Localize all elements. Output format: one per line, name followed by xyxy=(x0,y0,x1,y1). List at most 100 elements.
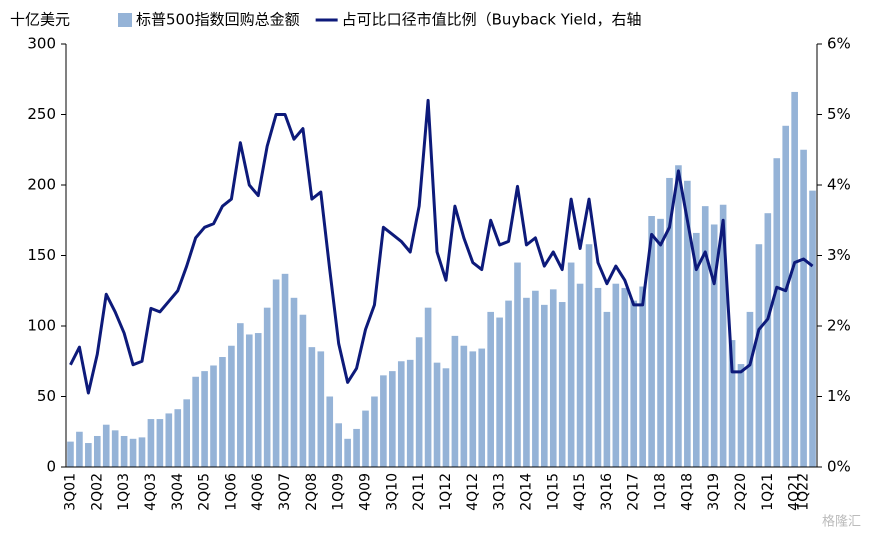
bar xyxy=(263,307,271,467)
x-tick-label: 3Q04 xyxy=(170,473,186,511)
bar xyxy=(102,424,110,467)
bar xyxy=(773,158,781,467)
bar xyxy=(692,232,700,467)
bar xyxy=(666,177,673,467)
bar xyxy=(469,351,477,467)
bar xyxy=(290,297,298,467)
bar xyxy=(737,364,745,467)
y-tick-label: 50 xyxy=(37,387,56,405)
bar xyxy=(442,368,450,467)
x-tick-label: 3Q07 xyxy=(277,473,293,511)
bar xyxy=(335,423,342,467)
bar xyxy=(317,351,325,467)
bar xyxy=(308,347,316,467)
bar xyxy=(549,289,557,467)
bar xyxy=(433,362,441,467)
x-tick-label: 2Q14 xyxy=(518,473,534,511)
bar xyxy=(755,244,763,467)
bar xyxy=(406,359,414,467)
bar xyxy=(93,435,101,467)
x-tick-label: 3Q01 xyxy=(62,473,78,511)
bar xyxy=(299,314,307,467)
y2-tick-label: 4% xyxy=(827,176,851,194)
bar xyxy=(85,443,92,467)
x-tick-label: 4Q18 xyxy=(679,473,695,511)
x-tick-label: 3Q10 xyxy=(384,473,400,511)
bar xyxy=(621,287,629,467)
bar xyxy=(791,91,798,467)
y-tick-label: 150 xyxy=(27,246,56,264)
bar xyxy=(254,333,262,467)
bar xyxy=(183,399,191,467)
bar xyxy=(165,413,173,467)
watermark: 格隆汇 xyxy=(822,514,861,530)
bar xyxy=(487,311,494,467)
bar xyxy=(281,273,289,467)
bar xyxy=(639,286,646,467)
bar xyxy=(67,441,74,467)
bar xyxy=(648,216,655,467)
bar xyxy=(120,435,128,467)
bar xyxy=(764,213,772,467)
x-tick-label: 4Q12 xyxy=(465,473,481,511)
bar xyxy=(389,371,396,467)
x-tick-label: 4Q06 xyxy=(250,473,266,511)
bar xyxy=(424,307,432,467)
bar xyxy=(684,180,691,467)
y-tick-label: 0 xyxy=(46,458,56,476)
bar xyxy=(147,419,155,467)
bar xyxy=(156,419,164,467)
x-tick-label: 2Q11 xyxy=(411,473,427,511)
bar xyxy=(210,365,217,467)
legend-label: 占可比口径市值比例（Buyback Yield，右轴 xyxy=(342,11,642,29)
bar xyxy=(415,337,423,467)
x-tick-label: 4Q15 xyxy=(572,473,588,511)
bar xyxy=(523,297,530,467)
bar xyxy=(809,190,816,467)
x-tick-label: 2Q02 xyxy=(89,473,105,511)
x-tick-label: 1Q09 xyxy=(331,473,347,511)
x-tick-label: 2Q20 xyxy=(733,473,749,511)
x-tick-label: 1Q15 xyxy=(545,473,561,511)
x-tick-label: 4Q03 xyxy=(143,473,159,511)
bar xyxy=(362,410,369,467)
y2-tick-label: 0% xyxy=(827,458,851,476)
bar xyxy=(701,206,709,467)
bar xyxy=(558,302,566,467)
bar xyxy=(353,428,360,467)
bar xyxy=(630,300,638,467)
x-tick-label: 1Q12 xyxy=(438,473,454,511)
x-tick-label: 1Q22 xyxy=(796,473,812,511)
bar xyxy=(76,431,83,467)
bar xyxy=(111,430,119,467)
y2-tick-label: 6% xyxy=(827,35,851,53)
y2-tick-label: 2% xyxy=(827,317,851,335)
y-tick-label: 100 xyxy=(27,317,56,335)
x-tick-label: 4Q21 xyxy=(787,473,803,511)
bar xyxy=(496,317,503,467)
bar xyxy=(514,262,521,467)
bar xyxy=(138,437,146,467)
bar xyxy=(380,375,387,467)
bar xyxy=(371,396,378,467)
x-tick-label: 1Q03 xyxy=(116,473,132,511)
bar xyxy=(782,125,790,467)
x-tick-label: 2Q17 xyxy=(626,473,642,511)
y2-tick-label: 3% xyxy=(827,246,851,264)
bar xyxy=(192,376,199,467)
bar xyxy=(219,357,226,467)
y2-tick-label: 5% xyxy=(827,105,851,123)
bar xyxy=(129,438,137,467)
y-tick-label: 300 xyxy=(27,35,56,53)
x-tick-label: 1Q21 xyxy=(760,473,776,511)
legend-label: 标普500指数回购总金额 xyxy=(136,11,300,29)
bar xyxy=(603,311,611,467)
x-tick-label: 4Q09 xyxy=(358,473,374,511)
bar xyxy=(719,204,727,468)
bar xyxy=(567,262,575,467)
bar xyxy=(710,224,718,467)
y-tick-label: 200 xyxy=(27,176,56,194)
bar xyxy=(675,165,682,467)
bar xyxy=(532,290,539,467)
